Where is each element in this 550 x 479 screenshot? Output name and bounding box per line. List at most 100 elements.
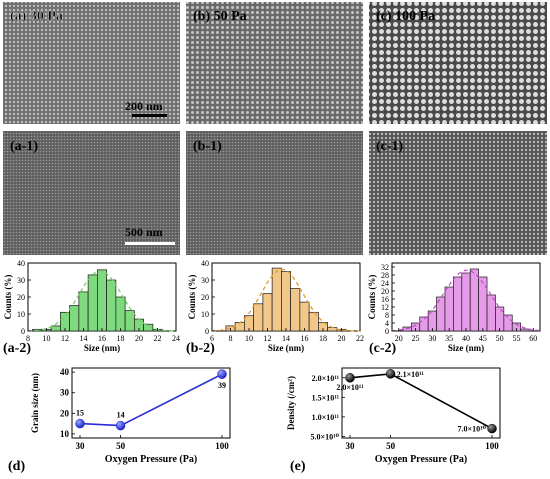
gaussian-fit-line (391, 269, 541, 332)
x-tick-label: 16 (98, 334, 106, 343)
panel-label: (d) (8, 459, 25, 474)
plot-frame (71, 367, 231, 439)
data-point (345, 373, 355, 383)
y-tick-label: 16 (381, 295, 389, 304)
x-tick-label: 35 (445, 334, 453, 343)
plot-frame (341, 367, 501, 439)
data-point (115, 420, 126, 431)
x-tick-label: 50 (386, 441, 396, 451)
x-tick-label: 40 (462, 334, 470, 343)
y-tick-label: 30 (17, 276, 25, 285)
x-tick-label: 10 (245, 334, 253, 343)
histogram-bar (253, 303, 264, 332)
y-tick-label: 30 (60, 388, 70, 398)
y-tick-label: 40 (60, 367, 70, 377)
x-tick-label: 10 (43, 334, 51, 343)
y-axis-label: Counts (%) (187, 275, 197, 320)
x-axis-label: Size (nm) (84, 343, 120, 353)
point-label: 14 (117, 411, 125, 420)
point-label: 2.1×10¹¹ (397, 370, 425, 379)
x-tick-label: 8 (229, 334, 233, 343)
histogram-bar (69, 305, 80, 332)
point-label: 15 (76, 409, 84, 418)
x-tick-label: 50 (496, 334, 504, 343)
panel-label: (c-2) (369, 341, 397, 356)
y-tick-label: 8 (385, 311, 389, 320)
histogram-bar (469, 268, 479, 332)
x-tick-label: 20 (135, 334, 143, 343)
y-tick-label: 0 (205, 327, 209, 336)
grain-size-chart: 15 14 39 30 50 100 10 20 30 40 Oxygen Pressure (Pa… (8, 367, 231, 474)
histogram-bar (290, 288, 301, 332)
histogram-bar (78, 291, 89, 332)
sem-label-a1: (a-1) (10, 139, 38, 154)
y-tick-label: 10 (17, 310, 25, 319)
histogram-bar (106, 279, 117, 332)
x-tick-label: 100 (215, 441, 229, 451)
x-tick-label: 8 (26, 334, 30, 343)
y-tick-label: 24 (381, 279, 389, 288)
x-tick-label: 45 (479, 334, 487, 343)
histogram-bar (461, 272, 471, 332)
sem-label-a: (a) 30 Pa (10, 9, 63, 24)
y-tick-label: 1.0×10¹¹ (312, 413, 340, 422)
x-tick-label: 25 (412, 334, 420, 343)
x-tick-label: 18 (117, 334, 125, 343)
x-tick-label: 100 (485, 441, 499, 451)
y-tick-label: 10 (201, 310, 209, 319)
sem-panel-b1: (b-1) (186, 131, 363, 255)
point-label: 7.0×10¹⁰ (458, 425, 487, 434)
x-axis-label: Size (nm) (448, 343, 484, 353)
x-tick-label: 20 (395, 334, 403, 343)
x-tick-label: 12 (264, 334, 272, 343)
sem-panel-b: (b) 50 Pa (186, 2, 363, 124)
y-tick-label: 20 (201, 293, 209, 302)
x-tick-label: 60 (529, 334, 537, 343)
data-point (75, 418, 85, 429)
y-tick-label: 12 (381, 303, 389, 312)
sem-label-c1: (c-1) (376, 139, 404, 154)
y-tick-label: 10 (60, 429, 70, 439)
histogram-a2: 8 10 12 14 16 18 20 22 24 0 10 20 30 40 Size (nm) Count… (3, 259, 180, 356)
x-tick-label: 14 (282, 334, 290, 343)
scale-bar-label-200nm: 200 nm (125, 99, 163, 113)
data-point (487, 423, 497, 434)
scale-bar-500nm (125, 242, 175, 245)
sem-panel-a: (a) 30 Pa 200 nm (3, 2, 180, 124)
histogram-bar (271, 267, 282, 332)
x-tick-label: 30 (76, 441, 86, 451)
x-tick-label: 55 (512, 334, 520, 343)
histogram-bar (97, 269, 107, 332)
y-tick-label: 0 (385, 327, 389, 336)
histogram-bar (143, 323, 154, 332)
gaussian-fit-line (27, 270, 177, 332)
x-axis-label: Oxygen Pressure (Pa) (105, 454, 197, 465)
data-point (217, 369, 227, 379)
histogram-bar (115, 296, 126, 332)
sem-label-b1: (b-1) (193, 139, 222, 154)
scale-bar-label-500nm: 500 nm (125, 225, 163, 239)
x-axis-label: Oxygen Pressure (Pa) (375, 454, 467, 465)
point-label: 39 (218, 381, 226, 390)
x-tick-label: 22 (154, 334, 162, 343)
histogram-bar (419, 316, 429, 332)
y-tick-label: 20 (17, 293, 25, 302)
sem-panel-c: (c) 100 Pa (369, 2, 547, 124)
y-tick-label: 0 (21, 327, 25, 336)
histogram-bar (234, 322, 245, 332)
x-tick-label: 14 (80, 334, 88, 343)
y-axis-label: Grain size (nm) (30, 373, 40, 433)
x-tick-label: 22 (356, 334, 364, 343)
histogram-bar (327, 327, 338, 332)
x-tick-label: 30 (346, 441, 356, 451)
y-tick-label: 28 (381, 271, 389, 280)
y-tick-label: 20 (60, 408, 70, 418)
histogram-bar (87, 274, 98, 332)
data-point (385, 369, 396, 379)
histogram-bar (299, 301, 310, 332)
y-axis-label: Density (/cm²) (286, 376, 296, 430)
x-tick-label: 12 (61, 334, 69, 343)
y-tick-label: 40 (17, 259, 25, 268)
